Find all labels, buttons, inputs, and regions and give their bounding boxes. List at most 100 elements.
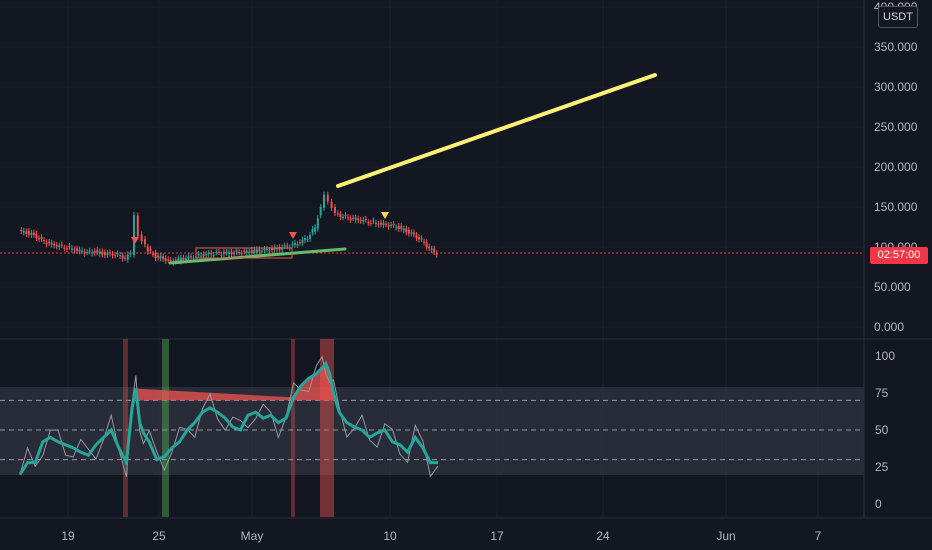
candle bbox=[53, 243, 56, 246]
candle bbox=[83, 251, 86, 254]
candle bbox=[304, 238, 306, 241]
support-trendline[interactable] bbox=[168, 247, 347, 265]
current-price-badge: 02:57:00 bbox=[870, 247, 928, 264]
candle bbox=[190, 256, 192, 258]
candle bbox=[68, 245, 71, 247]
candle bbox=[395, 227, 398, 229]
candle-series bbox=[20, 191, 438, 266]
candle bbox=[330, 201, 333, 209]
candle bbox=[418, 237, 420, 240]
candle bbox=[182, 257, 185, 261]
candle bbox=[133, 215, 135, 255]
candle bbox=[243, 250, 246, 252]
candle bbox=[81, 250, 84, 252]
sell-signal-marker bbox=[131, 237, 139, 244]
candle bbox=[129, 253, 132, 255]
candle bbox=[385, 224, 388, 226]
candle bbox=[339, 213, 342, 218]
candle bbox=[349, 218, 352, 221]
candle bbox=[210, 252, 213, 255]
time-tick-label: 19 bbox=[61, 529, 75, 543]
candle bbox=[248, 251, 251, 254]
time-tick-label: 25 bbox=[152, 529, 166, 543]
candle bbox=[86, 252, 89, 254]
candle bbox=[415, 235, 418, 238]
candle bbox=[27, 231, 30, 235]
candle bbox=[111, 254, 114, 256]
candle bbox=[225, 252, 228, 254]
candle bbox=[217, 251, 220, 253]
candle bbox=[98, 251, 101, 254]
oscillator-tick-label: 50 bbox=[875, 423, 889, 437]
candle bbox=[88, 250, 91, 252]
candle bbox=[143, 239, 146, 245]
candle bbox=[428, 246, 431, 249]
price-tick-label: 250.000 bbox=[874, 120, 918, 134]
candle bbox=[126, 254, 129, 260]
candle bbox=[93, 251, 96, 254]
candle bbox=[179, 257, 182, 262]
candle bbox=[197, 253, 200, 256]
candle bbox=[192, 258, 195, 260]
candle bbox=[387, 225, 390, 227]
candle bbox=[435, 253, 438, 255]
candle bbox=[420, 238, 423, 240]
time-tick-label: May bbox=[241, 529, 264, 543]
candle bbox=[58, 245, 61, 247]
resistance-box[interactable] bbox=[195, 247, 293, 259]
oscillator-axis[interactable]: 0 25 50 75 100 bbox=[875, 349, 895, 511]
grid bbox=[0, 0, 864, 518]
candle bbox=[116, 253, 119, 255]
candle bbox=[286, 245, 289, 247]
candle bbox=[38, 238, 40, 240]
candle bbox=[400, 226, 403, 229]
candle bbox=[25, 231, 28, 235]
candle bbox=[266, 248, 268, 250]
candle bbox=[228, 252, 230, 255]
candle bbox=[333, 207, 336, 214]
candle bbox=[114, 254, 116, 256]
candle bbox=[70, 248, 73, 250]
price-axis[interactable]: 0.00050.000100.000150.000200.000250.0003… bbox=[874, 0, 918, 334]
candle bbox=[235, 250, 238, 253]
currency-badge[interactable]: USDT bbox=[878, 6, 918, 28]
candle bbox=[359, 219, 362, 221]
candle bbox=[76, 248, 78, 251]
candle bbox=[323, 194, 325, 208]
candle bbox=[164, 258, 167, 261]
candle bbox=[271, 248, 274, 251]
candle bbox=[293, 242, 296, 245]
price-tick-label: 350.000 bbox=[874, 40, 918, 54]
price-tick-label: 50.000 bbox=[874, 280, 911, 294]
time-tick-label: 17 bbox=[490, 529, 504, 543]
candle bbox=[96, 250, 99, 253]
candle bbox=[174, 259, 177, 262]
trendline-drawing[interactable] bbox=[336, 73, 657, 188]
candle bbox=[222, 251, 225, 254]
candle bbox=[314, 227, 317, 232]
candle bbox=[336, 213, 339, 215]
candle bbox=[357, 218, 360, 221]
time-tick-label: 24 bbox=[596, 529, 610, 543]
candle bbox=[240, 253, 243, 255]
candle bbox=[108, 252, 111, 254]
price-tick-label: 0.000 bbox=[874, 320, 904, 334]
candle bbox=[32, 232, 35, 235]
time-tick-label: Jun bbox=[716, 529, 735, 543]
candle bbox=[119, 255, 122, 257]
candle bbox=[374, 222, 377, 225]
candle bbox=[159, 256, 162, 259]
candle bbox=[423, 241, 426, 243]
candle bbox=[50, 242, 53, 245]
candle bbox=[283, 245, 286, 247]
candle bbox=[157, 255, 160, 258]
time-axis[interactable]: 19 25 May 10 17 24 Jun 7 bbox=[61, 529, 821, 543]
candle bbox=[212, 254, 215, 256]
candle bbox=[311, 228, 314, 233]
price-tick-label: 200.000 bbox=[874, 160, 918, 174]
candle bbox=[205, 253, 208, 256]
candle bbox=[354, 217, 357, 220]
candle bbox=[291, 244, 294, 246]
candle bbox=[301, 239, 304, 243]
